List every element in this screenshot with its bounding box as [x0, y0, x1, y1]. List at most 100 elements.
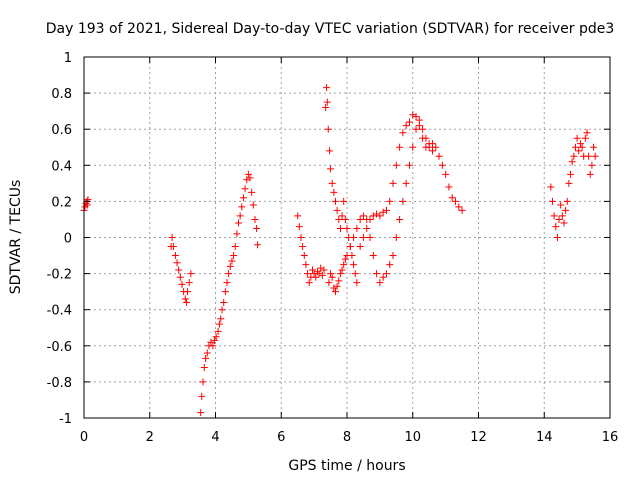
- data-point: [214, 327, 222, 335]
- data-point: [557, 201, 565, 209]
- data-point: [228, 257, 236, 265]
- data-point: [233, 230, 241, 238]
- data-point: [386, 261, 394, 269]
- data-point: [583, 129, 591, 137]
- data-point: [386, 197, 394, 205]
- data-point: [207, 338, 215, 346]
- data-point: [448, 194, 456, 202]
- data-point: [376, 279, 384, 287]
- x-tick-label: 10: [404, 430, 421, 445]
- data-point: [323, 84, 331, 92]
- data-point: [550, 212, 558, 220]
- data-point: [392, 234, 400, 241]
- data-point: [318, 271, 326, 279]
- data-point: [294, 212, 302, 220]
- data-point: [571, 143, 579, 151]
- data-point: [226, 262, 234, 270]
- data-point: [169, 243, 177, 251]
- x-tick-label: 2: [146, 430, 154, 445]
- grid: [84, 57, 610, 418]
- data-point: [327, 270, 335, 278]
- data-point: [402, 122, 410, 130]
- data-point: [330, 188, 338, 196]
- data-point: [412, 125, 420, 133]
- data-point: [445, 183, 453, 191]
- x-tick-label: 4: [211, 430, 219, 445]
- data-point: [215, 320, 223, 328]
- data-point: [353, 224, 361, 232]
- data-point: [331, 197, 339, 205]
- data-point: [359, 234, 367, 241]
- data-point: [223, 279, 231, 287]
- data-point: [173, 259, 181, 267]
- data-point: [588, 161, 596, 169]
- data-point: [211, 336, 219, 344]
- data-point: [547, 183, 555, 191]
- y-tick-label: -0.8: [47, 376, 72, 391]
- data-point: [327, 165, 335, 173]
- data-point: [340, 261, 348, 269]
- data-point: [324, 125, 332, 133]
- data-point: [376, 212, 384, 220]
- data-point: [581, 134, 589, 142]
- data-point: [455, 203, 463, 211]
- data-point: [326, 147, 334, 155]
- data-point: [183, 298, 191, 306]
- data-point: [176, 273, 184, 281]
- data-point: [328, 179, 336, 187]
- data-point: [253, 224, 261, 232]
- data-point: [369, 252, 377, 260]
- y-tick-label: -1: [59, 412, 72, 427]
- data-point: [305, 279, 313, 287]
- y-tick-label: -0.2: [47, 268, 72, 283]
- data-point: [396, 143, 404, 151]
- data-point: [399, 129, 407, 137]
- y-axis-label: SDTVAR / TECUs: [8, 180, 24, 295]
- data-point: [336, 224, 344, 232]
- data-point: [317, 264, 325, 272]
- data-point: [338, 212, 346, 220]
- data-point: [202, 354, 210, 362]
- data-point: [343, 224, 351, 232]
- data-point: [333, 282, 341, 290]
- x-tick-label: 12: [470, 430, 487, 445]
- data-point: [295, 223, 303, 231]
- data-point: [425, 140, 433, 148]
- data-point: [297, 234, 305, 241]
- data-point: [591, 152, 599, 160]
- y-tick-label: 0.6: [51, 123, 72, 138]
- data-point: [197, 409, 205, 417]
- data-point: [340, 197, 348, 205]
- data-point: [220, 298, 228, 306]
- data-point: [399, 197, 407, 205]
- data-point: [313, 268, 321, 276]
- data-point: [246, 174, 254, 182]
- data-point: [555, 215, 563, 223]
- data-point: [341, 215, 349, 223]
- data-point: [312, 273, 320, 281]
- x-tick-label: 8: [343, 430, 351, 445]
- data-point: [235, 219, 243, 227]
- data-point: [562, 206, 570, 214]
- data-point: [438, 161, 446, 169]
- data-point: [356, 243, 364, 251]
- data-point: [366, 215, 374, 223]
- data-point: [231, 243, 239, 251]
- data-point: [175, 266, 183, 274]
- data-point: [458, 206, 466, 214]
- data-point: [573, 134, 581, 142]
- data-point: [409, 111, 417, 119]
- data-point: [333, 206, 341, 214]
- data-point: [576, 140, 584, 148]
- data-point: [84, 196, 92, 204]
- chart-title: Day 193 of 2021, Sidereal Day-to-day VTE…: [46, 21, 615, 37]
- data-point: [249, 201, 257, 209]
- data-point: [199, 378, 207, 386]
- data-point: [428, 147, 436, 155]
- data-point: [402, 179, 410, 187]
- data-point: [238, 203, 246, 211]
- data-point: [300, 252, 308, 260]
- data-point: [563, 197, 571, 205]
- x-tick-label: 6: [277, 430, 285, 445]
- data-point: [221, 288, 229, 296]
